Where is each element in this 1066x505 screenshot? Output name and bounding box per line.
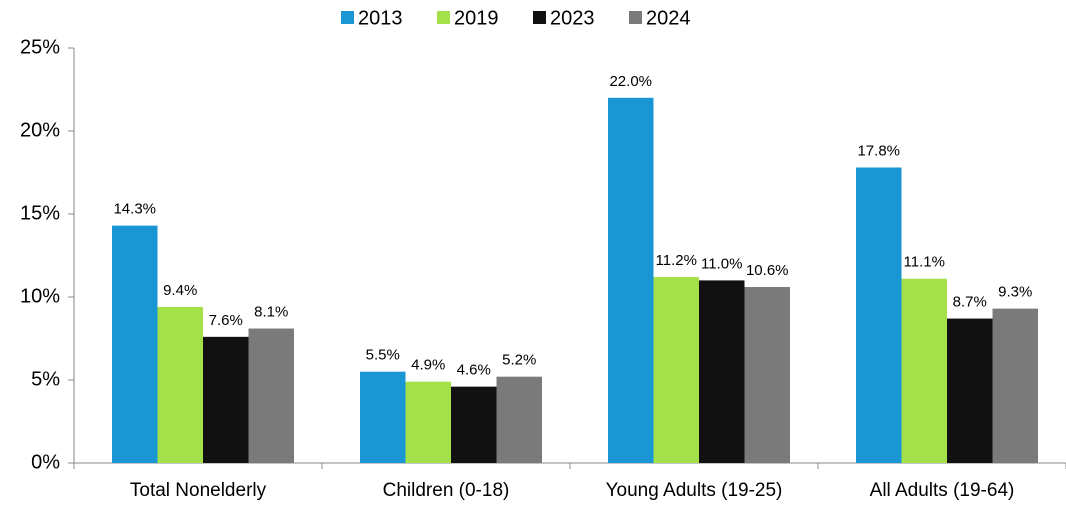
legend-swatch	[629, 11, 642, 24]
legend-swatch	[437, 11, 450, 24]
value-label: 11.1%	[904, 254, 945, 271]
bar	[451, 386, 497, 463]
value-label: 14.3%	[113, 201, 156, 218]
bar	[744, 287, 790, 463]
value-label: 8.1%	[254, 304, 288, 321]
value-label: 9.3%	[998, 284, 1032, 301]
value-label: 4.6%	[457, 362, 491, 379]
x-tick-label: Young Adults (19-25)	[606, 480, 783, 501]
y-tick-label: 20%	[20, 119, 60, 141]
value-label: 5.2%	[502, 352, 536, 369]
value-label: 22.0%	[609, 73, 652, 90]
x-tick-label: Total Nonelderly	[130, 480, 267, 501]
legend-swatch	[533, 11, 546, 24]
bar	[496, 376, 542, 463]
bar	[901, 278, 947, 463]
bar	[947, 318, 993, 463]
value-label: 10.6%	[746, 262, 789, 279]
legend-label: 2024	[646, 7, 691, 29]
y-tick-label: 0%	[31, 451, 60, 473]
value-label: 8.7%	[953, 294, 987, 311]
bar	[653, 277, 699, 463]
legend-label: 2013	[358, 7, 403, 29]
bar	[992, 308, 1038, 463]
y-tick-label: 10%	[20, 285, 60, 307]
bar	[608, 97, 654, 464]
bar	[248, 328, 294, 463]
x-tick-label: Children (0-18)	[383, 480, 510, 501]
legend-label: 2019	[454, 7, 499, 29]
y-tick-label: 5%	[31, 368, 60, 390]
bar	[405, 381, 451, 463]
value-label: 17.8%	[857, 142, 900, 159]
bar	[203, 336, 249, 463]
value-label: 4.9%	[411, 357, 445, 374]
value-label: 5.5%	[366, 347, 400, 364]
value-label: 11.2%	[656, 252, 697, 269]
value-label: 11.0%	[701, 255, 742, 272]
bar	[699, 280, 745, 463]
legend-swatch	[341, 11, 354, 24]
bar	[360, 371, 406, 463]
y-tick-label: 15%	[20, 202, 60, 224]
y-tick-label: 25%	[20, 36, 60, 58]
value-label: 9.4%	[163, 282, 197, 299]
bar	[856, 167, 902, 463]
x-tick-label: All Adults (19-64)	[870, 480, 1015, 501]
legend-label: 2023	[550, 7, 595, 29]
bar	[112, 225, 158, 463]
value-label: 7.6%	[209, 312, 243, 329]
bar	[157, 306, 203, 463]
